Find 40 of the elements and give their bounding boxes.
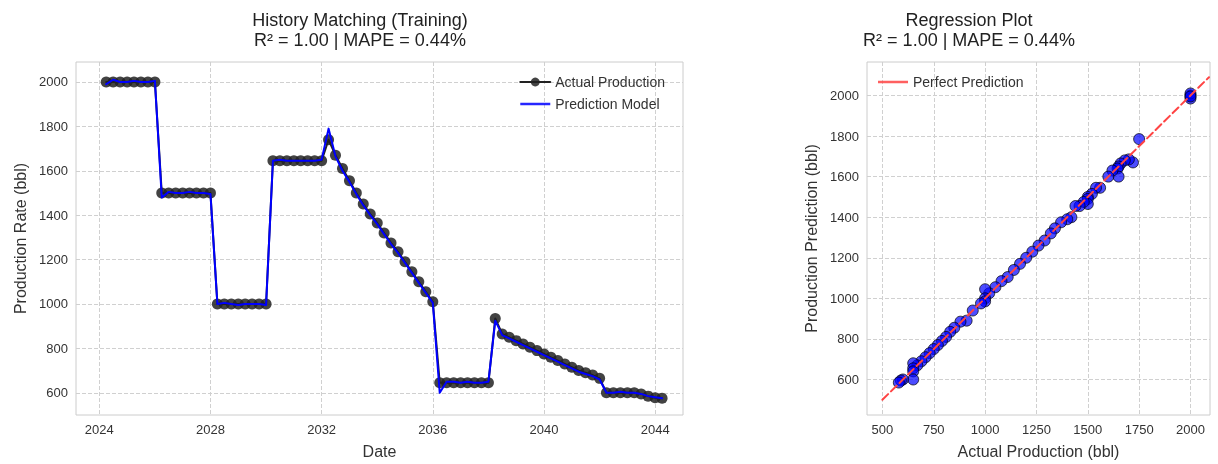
chart-title: Regression Plot (905, 10, 1033, 30)
y-tick-label: 1200 (830, 250, 859, 266)
y-tick-label: 1600 (39, 163, 68, 179)
chart-title: History Matching (Training) (252, 10, 468, 30)
y-tick-label: 1200 (39, 252, 68, 268)
y-tick-label: 1600 (830, 169, 859, 185)
y-tick-label: 1000 (39, 296, 68, 312)
y-tick-label: 2000 (39, 74, 68, 90)
legend-label: Prediction Model (555, 96, 660, 112)
x-tick-label: 2036 (418, 422, 448, 437)
y-tick-label: 1400 (39, 207, 68, 223)
legend-label: Perfect Prediction (913, 74, 1024, 90)
x-tick-label: 1000 (970, 422, 1000, 437)
x-tick-label: 500 (871, 422, 894, 437)
y-tick-label: 1000 (830, 290, 859, 306)
y-tick-label: 600 (837, 372, 859, 387)
x-axis-title: Actual Production (bbl) (957, 442, 1120, 460)
x-tick-label: 2040 (529, 422, 559, 437)
y-tick-label: 800 (837, 331, 859, 347)
y-tick-label: 600 (46, 385, 68, 401)
y-tick-label: 2000 (830, 87, 859, 103)
x-tick-label: 1750 (1124, 422, 1154, 437)
y-axis-title: Production Prediction (bbl) (802, 144, 820, 333)
x-tick-label: 1250 (1021, 422, 1051, 437)
y-tick-label: 1800 (830, 128, 859, 144)
y-tick-label: 800 (46, 340, 68, 356)
chart-subtitle: R² = 1.00 | MAPE = 0.44% (254, 30, 466, 50)
chart-subtitle: R² = 1.00 | MAPE = 0.44% (863, 30, 1075, 50)
x-axis-title: Date (362, 442, 397, 460)
y-axis-title: Production Rate (bbl) (11, 162, 29, 315)
x-tick-label: 2028 (196, 422, 225, 437)
x-tick-label: 2000 (1176, 422, 1205, 437)
y-tick-label: 1400 (830, 209, 859, 225)
x-tick-label: 750 (922, 422, 945, 437)
x-tick-label: 1500 (1073, 422, 1103, 437)
x-tick-label: 2044 (640, 422, 670, 437)
legend-label: Actual Production (555, 74, 665, 90)
y-tick-label: 1800 (39, 118, 68, 134)
x-tick-label: 2024 (84, 422, 114, 437)
x-tick-label: 2032 (307, 422, 337, 437)
